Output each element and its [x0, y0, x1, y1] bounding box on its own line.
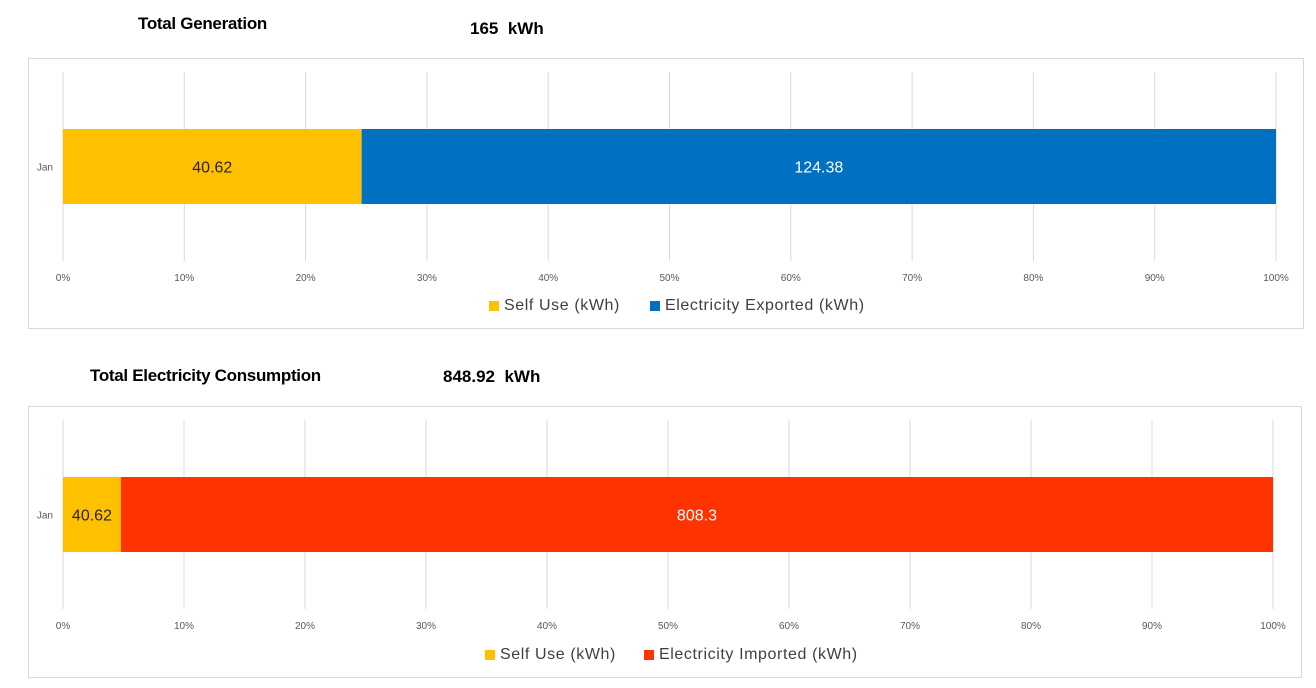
x-tick-label: 90% — [1142, 621, 1162, 632]
legend-label-self-use: Self Use (kWh) — [500, 646, 616, 663]
category-label: Jan — [37, 163, 53, 174]
x-tick-label: 20% — [295, 621, 315, 632]
self-use-swatch — [485, 650, 495, 660]
consumption-chart: 0% 10% 20% 30% 40% 50% 60% 70% 80% 90% 100% Jan 40.6… — [28, 406, 1302, 678]
legend-item-exported: Electricity Exported (kWh) — [649, 297, 865, 315]
x-tick-label: 30% — [416, 621, 436, 632]
x-tick-label: 70% — [900, 621, 920, 632]
data-label: 40.62 — [192, 160, 232, 177]
legend-item-self-use: Self Use (kWh) — [489, 297, 620, 315]
x-tick-label: 10% — [174, 621, 194, 632]
consumption-total-value: 848.92 — [443, 367, 495, 386]
bar-segment-self-use — [63, 477, 121, 552]
bar-segment-exported — [361, 129, 1276, 204]
legend-label-imported: Electricity Imported (kWh) — [658, 646, 858, 663]
x-tick-label: 70% — [902, 273, 922, 284]
generation-total-value: 165 — [470, 19, 499, 38]
generation-total-unit: kWh — [507, 19, 544, 38]
legend-item-imported: Electricity Imported (kWh) — [643, 646, 858, 664]
imported-swatch — [643, 650, 654, 660]
generation-title: Total Generation — [138, 14, 268, 33]
consumption-total: 848.92 kWh — [443, 367, 540, 387]
x-tick-label: 100% — [1260, 621, 1286, 632]
generation-total: 165 kWh — [470, 19, 544, 39]
consumption-chart-svg: 0% 10% 20% 30% 40% 50% 60% 70% 80% 90% 100% Jan 40.6… — [37, 420, 1286, 632]
generation-chart-svg: 0% 10% 20% 30% 40% 50% 60% 70% 80% 90% 100% Jan 40.6… — [37, 72, 1289, 284]
x-tick-label: 20% — [296, 273, 316, 284]
x-tick-label: 0% — [56, 621, 71, 632]
x-tick-label: 10% — [174, 273, 194, 284]
x-tick-label: 30% — [417, 273, 437, 284]
x-tick-label: 100% — [1263, 273, 1289, 284]
legend-label-exported: Electricity Exported (kWh) — [664, 297, 865, 314]
x-tick-label: 50% — [658, 621, 678, 632]
x-tick-label: 40% — [537, 621, 557, 632]
x-tick-label: 40% — [538, 273, 558, 284]
bar-segment-self-use — [63, 129, 362, 204]
x-tick-label: 90% — [1145, 273, 1165, 284]
x-tick-label: 60% — [779, 621, 799, 632]
data-label: 40.62 — [72, 508, 112, 525]
consumption-total-unit: kWh — [504, 367, 541, 386]
consumption-legend: Self Use (kWh) Electricity Imported (kWh… — [485, 646, 858, 664]
data-label: 808.3 — [677, 508, 717, 525]
x-tick-label: 60% — [781, 273, 801, 284]
category-label: Jan — [37, 511, 53, 522]
consumption-title: Total Electricity Consumption — [90, 366, 321, 385]
generation-chart: 0% 10% 20% 30% 40% 50% 60% 70% 80% 90% 100% Jan 40.6… — [28, 58, 1304, 329]
x-tick-label: 0% — [56, 273, 71, 284]
data-label: 124.38 — [794, 160, 843, 177]
self-use-swatch — [489, 301, 499, 311]
generation-legend: Self Use (kWh) Electricity Exported (kWh… — [489, 297, 865, 315]
legend-label-self-use: Self Use (kWh) — [504, 297, 620, 314]
bar-segment-imported — [120, 477, 1273, 552]
legend-item-self-use: Self Use (kWh) — [485, 646, 616, 664]
x-tick-label: 80% — [1023, 273, 1043, 284]
exported-swatch — [649, 301, 660, 311]
x-tick-label: 50% — [659, 273, 679, 284]
x-tick-label: 80% — [1021, 621, 1041, 632]
